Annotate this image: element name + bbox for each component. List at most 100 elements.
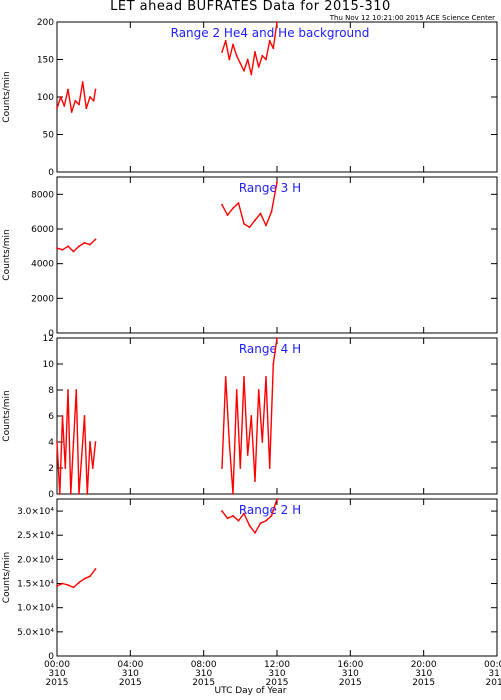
data-point: [254, 219, 256, 222]
data-point: [265, 519, 267, 522]
x-tick-label: 310: [415, 669, 432, 679]
data-point: [276, 498, 278, 500]
panel-frame-1: [56, 21, 498, 173]
x-tick-label: 310: [268, 669, 285, 679]
data-point: [89, 243, 91, 246]
y-axis-label: Counts/min: [2, 390, 12, 441]
data-point: [94, 441, 97, 443]
data-point: [56, 247, 58, 249]
data-series-2: [221, 337, 278, 495]
data-point: [94, 88, 97, 91]
data-point: [257, 66, 260, 68]
data-point: [272, 363, 275, 365]
data-point: [83, 577, 86, 580]
y-axis-label: Counts/min: [2, 552, 12, 603]
data-point: [270, 515, 273, 517]
data-point: [86, 493, 89, 495]
data-point: [81, 81, 84, 83]
x-tick-label: 08:00: [191, 660, 217, 670]
data-point: [232, 493, 234, 495]
y-tick-label: 150: [37, 56, 54, 66]
y-tick-label: 2.0×10⁴: [17, 555, 54, 565]
data-point: [246, 58, 249, 61]
y-tick-label: 10: [43, 360, 55, 370]
data-point: [94, 238, 97, 241]
data-point: [226, 214, 229, 217]
x-tick-label: 16:00: [337, 660, 363, 670]
panel-title: Range 2 He4 and He background: [171, 26, 370, 40]
data-point: [246, 454, 249, 456]
data-point: [64, 467, 67, 469]
data-series-1: [56, 238, 96, 253]
y-tick-label: 6: [48, 412, 54, 422]
data-point: [94, 568, 97, 570]
x-tick-label: 2015: [339, 678, 362, 688]
data-point: [72, 441, 75, 443]
data-point: [72, 250, 75, 253]
data-point: [270, 210, 273, 213]
data-point: [67, 245, 69, 248]
y-tick-label: 0: [48, 329, 54, 339]
data-point: [259, 522, 262, 525]
data-point: [268, 39, 271, 42]
data-point: [89, 575, 91, 578]
x-tick-label: 310: [195, 669, 212, 679]
data-point: [265, 224, 267, 227]
data-point: [261, 441, 264, 443]
chart-title: LET ahead BUFRATES Data for 2015-310: [110, 0, 391, 14]
y-tick-label: 2.5×10⁴: [17, 531, 54, 541]
panel-frame-3: [56, 337, 498, 495]
data-point: [63, 105, 66, 107]
panel-frame-4: [56, 498, 498, 657]
data-point: [56, 107, 58, 110]
x-tick-label: 310: [48, 669, 65, 679]
data-point: [259, 212, 262, 215]
data-point: [276, 337, 278, 339]
data-point: [239, 62, 242, 65]
data-point: [248, 524, 251, 527]
data-point: [221, 510, 223, 512]
data-series-1: [56, 568, 97, 589]
y-tick-label: 4000: [31, 260, 54, 270]
y-tick-label: 8000: [31, 190, 54, 200]
data-point: [59, 96, 62, 98]
data-point: [67, 389, 69, 391]
data-point: [224, 376, 227, 378]
data-point: [226, 517, 229, 520]
data-point: [78, 103, 80, 106]
x-tick-label: 2015: [192, 678, 215, 688]
y-tick-label: 3.0×10⁴: [17, 507, 54, 517]
data-point: [67, 88, 69, 91]
generation-timestamp: Thu Nov 12 10:21:00 2015 ACE Science Cen…: [329, 14, 495, 22]
data-point: [243, 376, 245, 378]
y-tick-label: 0: [48, 652, 54, 662]
data-point: [243, 69, 245, 72]
data-point: [235, 54, 238, 57]
data-point: [83, 415, 86, 417]
data-point: [257, 389, 260, 391]
data-point: [92, 99, 95, 102]
data-point: [61, 582, 64, 585]
data-point: [89, 441, 91, 443]
data-point: [221, 51, 223, 53]
data-point: [58, 493, 61, 495]
y-tick-label: 100: [37, 93, 54, 103]
data-point: [224, 39, 227, 42]
data-point: [261, 54, 264, 57]
y-tick-label: 8: [48, 386, 54, 396]
y-axis-label: Counts/min: [2, 229, 12, 280]
data-point: [276, 181, 278, 184]
data-point: [265, 58, 267, 61]
data-point: [221, 203, 223, 206]
data-point: [85, 107, 88, 110]
data-point: [70, 111, 73, 113]
data-point: [67, 584, 69, 586]
x-axis-title: UTC Day of Year: [214, 686, 287, 696]
data-point: [248, 226, 251, 229]
y-tick-label: 200: [37, 18, 54, 28]
data-point: [56, 441, 58, 443]
data-point: [232, 43, 234, 46]
x-tick-label: 311: [488, 669, 501, 679]
x-tick-label: 20:00: [411, 660, 437, 670]
x-tick-label: 00:00: [484, 660, 501, 670]
